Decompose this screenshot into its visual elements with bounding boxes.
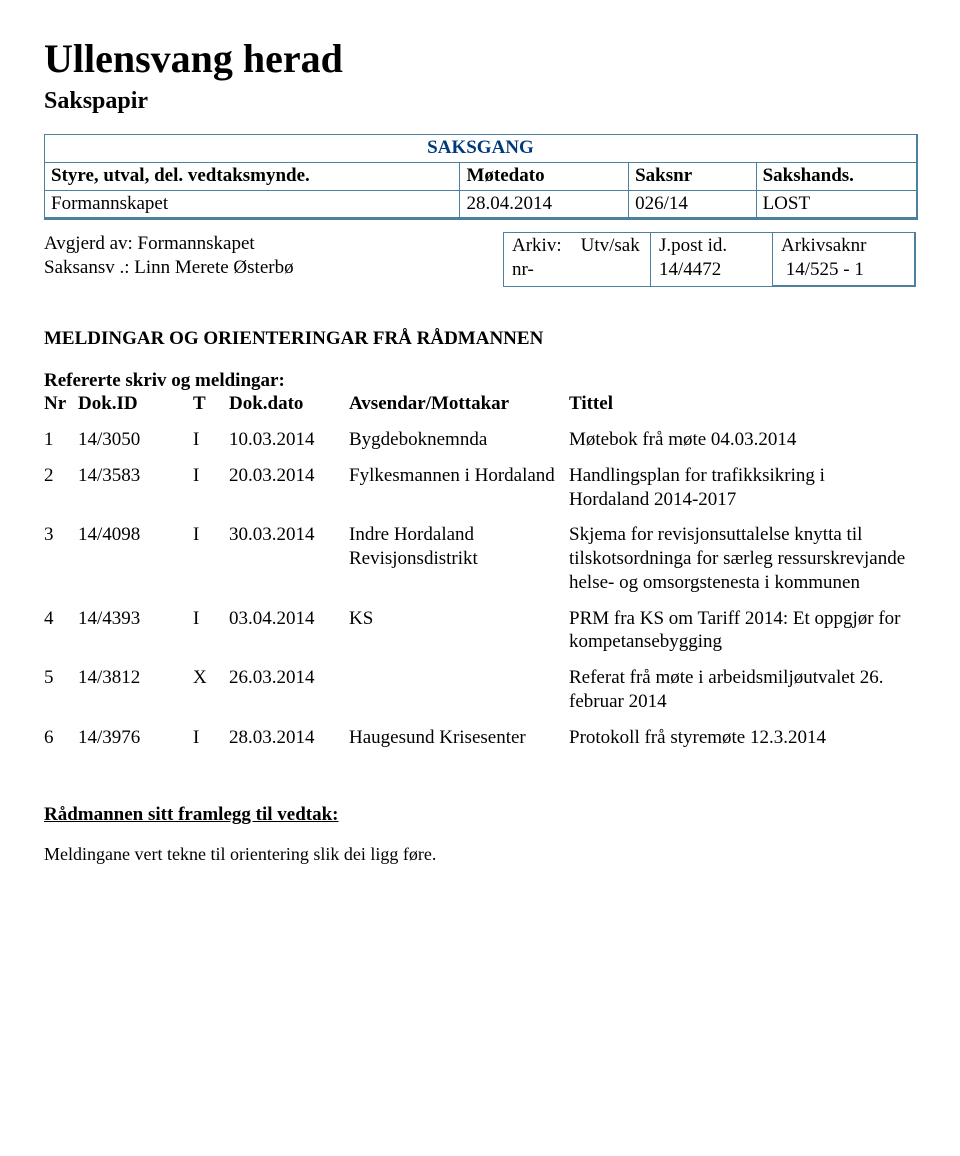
th-t: T [193,392,229,422]
framlegg-body: Meldingane vert tekne til orientering sl… [44,843,916,866]
cell-dokid: 14/4098 [78,517,193,600]
th-avsendar: Avsendar/Mottakar [349,392,569,422]
cell-dato: 28.03.2014 [229,720,349,756]
jpost-value: 14/4472 [659,259,721,280]
cell-dato: 30.03.2014 [229,517,349,600]
arkiv-label1: Arkiv: [512,235,562,256]
cell-t: I [193,517,229,600]
saksgang-table: Styre, utval, del. vedtaksmynde. Møtedat… [44,163,916,219]
cell-nr: 5 [44,660,78,720]
refererte-head: Refererte skriv og meldingar: [44,369,916,393]
avgjerd-line2: Saksansv .: Linn Merete Østerbø [44,256,489,280]
cell-avsendar: Haugesund Krisesenter [349,720,569,756]
cell-tittel: Protokoll frå styremøte 12.3.2014 [569,720,916,756]
doc-subtitle: Sakspapir [44,86,916,116]
saksgang-data-row: Formannskapet 28.04.2014 026/14 LOST [45,190,917,218]
avgjerd-line1: Avgjerd av: Formannskapet [44,232,489,256]
jpost-label: J.post id. [659,235,727,256]
title-block: Ullensvang herad Sakspapir [44,34,916,116]
th-styre: Styre, utval, del. vedtaksmynde. [45,163,460,190]
meta-row: Avgjerd av: Formannskapet Saksansv .: Li… [44,232,916,287]
arkivsak-box: Arkivsaknr 14/525 - 1 [772,232,916,287]
cell-tittel: Møtebok frå møte 04.03.2014 [569,422,916,458]
saksgang-head-row: Styre, utval, del. vedtaksmynde. Møtedat… [45,163,917,190]
arkiv-label2: nr- [512,259,534,280]
th-tittel: Tittel [569,392,916,422]
section-title: MELDINGAR OG ORIENTERINGAR FRÅ RÅDMANNEN [44,327,916,351]
td-styre: Formannskapet [45,190,460,218]
cell-tittel: Handlingsplan for trafikksikring i Horda… [569,458,916,518]
avgjerd-block: Avgjerd av: Formannskapet Saksansv .: Li… [44,232,503,287]
framlegg-head: Rådmannen sitt framlegg til vedtak: [44,803,916,827]
skriv-row: 514/3812X26.03.2014 Referat frå møte i ar… [44,660,916,720]
cell-avsendar: Bygdeboknemnda [349,422,569,458]
cell-nr: 4 [44,601,78,661]
cell-dato: 20.03.2014 [229,458,349,518]
cell-t: X [193,660,229,720]
cell-dato: 10.03.2014 [229,422,349,458]
cell-dokid: 14/3583 [78,458,193,518]
cell-avsendar [349,660,569,720]
cell-dokid: 14/3976 [78,720,193,756]
th-saksnr: Saksnr [629,163,756,190]
arkivsak-value: 14/525 - 1 [786,259,864,280]
arkivsak-label: Arkivsaknr [781,235,866,256]
arkiv-box: Arkiv: Utv/sak nr- [503,232,651,287]
skriv-row: 214/3583I20.03.2014Fylkesmannen i Hordal… [44,458,916,518]
cell-dato: 03.04.2014 [229,601,349,661]
cell-dokid: 14/4393 [78,601,193,661]
cell-avsendar: Fylkesmannen i Hordaland [349,458,569,518]
cell-avsendar: Indre Hordaland Revisjonsdistrikt [349,517,569,600]
cell-nr: 1 [44,422,78,458]
th-sakshands: Sakshands. [756,163,916,190]
doc-title: Ullensvang herad [44,34,916,84]
skriv-row: 414/4393I03.04.2014KSPRM fra KS om Tarif… [44,601,916,661]
jpost-box: J.post id. 14/4472 [650,232,773,287]
cell-nr: 3 [44,517,78,600]
cell-t: I [193,458,229,518]
cell-tittel: Referat frå møte i arbeidsmiljøutvalet 2… [569,660,916,720]
saksgang-box: SAKSGANG Styre, utval, del. vedtaksmynde… [44,134,918,220]
cell-t: I [193,601,229,661]
cell-tittel: PRM fra KS om Tariff 2014: Et oppgjør fo… [569,601,916,661]
skriv-row: 114/3050I10.03.2014BygdeboknemndaMøtebok… [44,422,916,458]
skriv-table: Nr Dok.ID T Dok.dato Avsendar/Mottakar T… [44,392,916,755]
skriv-head-row: Nr Dok.ID T Dok.dato Avsendar/Mottakar T… [44,392,916,422]
th-motedato: Møtedato [460,163,629,190]
cell-t: I [193,422,229,458]
cell-nr: 6 [44,720,78,756]
th-dato: Dok.dato [229,392,349,422]
saksgang-header: SAKSGANG [44,134,916,163]
arkiv-value: Utv/sak [581,235,640,256]
cell-tittel: Skjema for revisjonsuttalelse knytta til… [569,517,916,600]
skriv-row: 314/4098I30.03.2014Indre Hordaland Revis… [44,517,916,600]
skriv-row: 614/3976I28.03.2014Haugesund Krisesenter… [44,720,916,756]
cell-nr: 2 [44,458,78,518]
cell-dokid: 14/3812 [78,660,193,720]
cell-avsendar: KS [349,601,569,661]
td-saksnr: 026/14 [629,190,756,218]
cell-dokid: 14/3050 [78,422,193,458]
cell-t: I [193,720,229,756]
cell-dato: 26.03.2014 [229,660,349,720]
td-motedato: 28.04.2014 [460,190,629,218]
td-sakshands: LOST [756,190,916,218]
th-nr: Nr [44,392,78,422]
th-dokid: Dok.ID [78,392,193,422]
